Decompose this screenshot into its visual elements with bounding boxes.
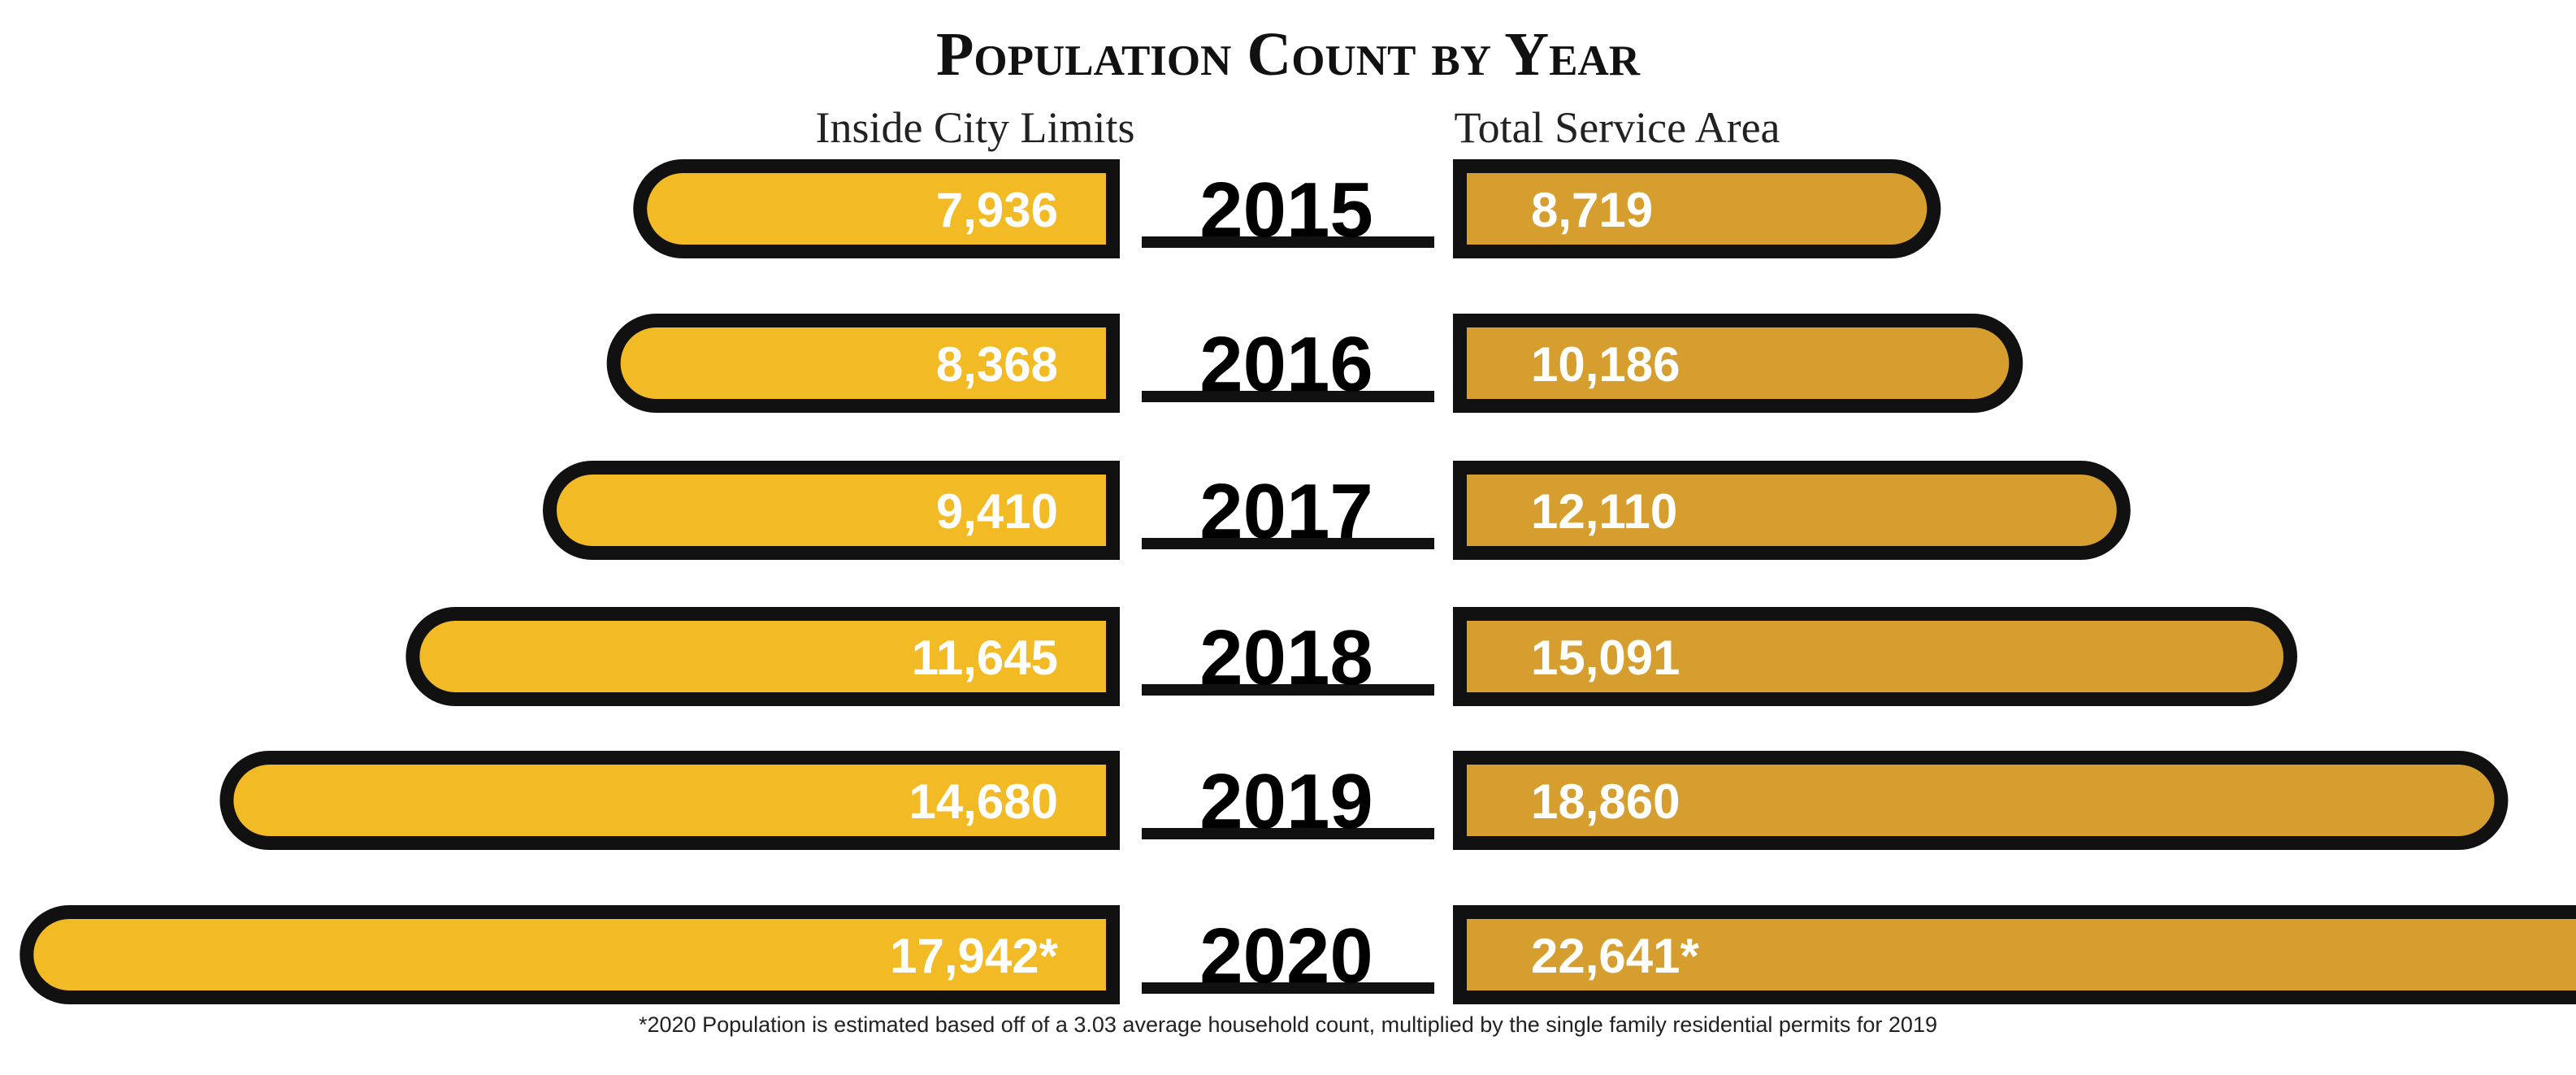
series-header-total-service-area: Total Service Area: [1454, 103, 1780, 152]
chart-row-2016: 8,368 10,186 2016: [606, 313, 2023, 413]
chart-title: Population Count by Year: [936, 20, 1641, 89]
year-label-2016: 2016: [1199, 321, 1373, 408]
value-label-service-2018: 15,091: [1531, 631, 1680, 685]
value-label-inside-2016: 8,368: [936, 337, 1058, 392]
bar-inside-city-2019: [233, 765, 1106, 836]
year-label-2019: 2019: [1199, 758, 1373, 845]
bar-total-service-2017: [1467, 475, 2117, 546]
value-label-inside-2019: 14,680: [909, 774, 1058, 829]
bar-total-service-2016: [1467, 327, 2010, 399]
bar-inside-city-2016: [620, 327, 1106, 399]
year-label-2015: 2015: [1199, 167, 1373, 254]
chart-footnote: *2020 Population is estimated based off …: [639, 1012, 1937, 1037]
bar-total-service-2015: [1467, 173, 1928, 245]
chart-rows: 7,936 8,719 2015 8,368 10,186 2016 9,410 12,110…: [20, 159, 2576, 1004]
chart-row-2019: 14,680 18,860 2019: [219, 751, 2509, 850]
bar-inside-city-2017: [557, 475, 1106, 546]
value-label-service-2020: 22,641*: [1531, 929, 1700, 983]
value-label-inside-2017: 9,410: [936, 484, 1058, 539]
value-label-service-2017: 12,110: [1531, 484, 1677, 539]
bar-inside-city-2020: [33, 919, 1106, 990]
value-label-service-2019: 18,860: [1531, 774, 1680, 829]
bar-total-service-2020: [1467, 919, 2576, 990]
year-label-2020: 2020: [1199, 912, 1373, 999]
year-label-2017: 2017: [1199, 468, 1373, 555]
value-label-inside-2020: 17,942*: [890, 929, 1059, 983]
series-header-inside-city-limits: Inside City Limits: [815, 103, 1134, 152]
value-label-service-2015: 8,719: [1531, 183, 1653, 237]
chart-row-2015: 7,936 8,719 2015: [633, 159, 1941, 258]
bar-inside-city-2018: [419, 621, 1106, 692]
bar-total-service-2018: [1467, 621, 2284, 692]
bar-total-service-2019: [1467, 765, 2495, 836]
year-label-2018: 2018: [1199, 614, 1373, 701]
chart-row-2018: 11,645 15,091 2018: [405, 607, 2298, 706]
value-label-inside-2018: 11,645: [912, 631, 1058, 685]
bar-inside-city-2015: [647, 173, 1106, 245]
value-label-service-2016: 10,186: [1531, 337, 1680, 392]
value-label-inside-2015: 7,936: [936, 183, 1058, 237]
chart-row-2017: 9,410 12,110 2017: [543, 461, 2131, 560]
chart-row-2020: 17,942* 22,641* 2020: [20, 905, 2576, 1004]
